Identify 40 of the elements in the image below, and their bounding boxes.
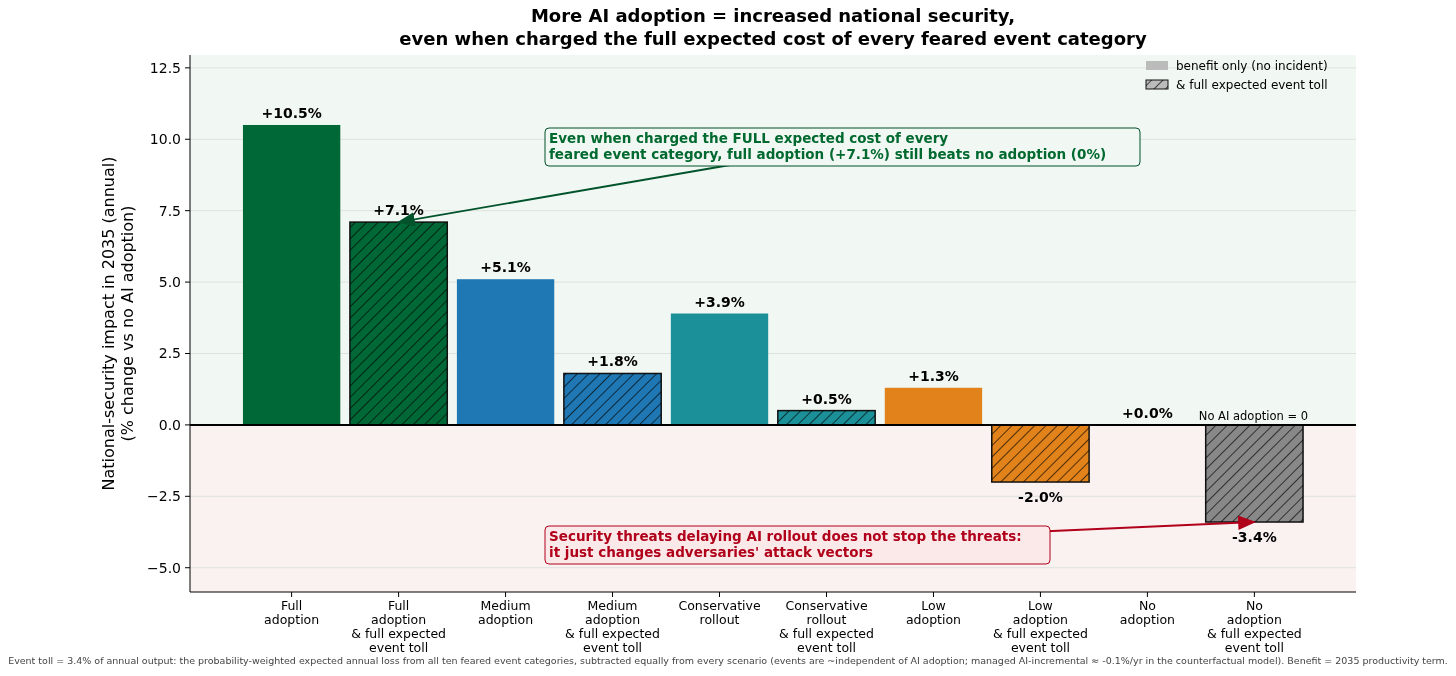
x-tick-label: No adoption xyxy=(1119,598,1175,627)
bar xyxy=(456,279,555,425)
y-tick-label: 2.5 xyxy=(158,345,181,362)
x-tick-label: Full adoption xyxy=(264,598,320,627)
data-label: +7.1% xyxy=(373,202,424,219)
x-tick-label: Conservative rollout xyxy=(678,598,761,627)
y-tick-label: 10.0 xyxy=(149,131,181,148)
bar xyxy=(884,387,983,425)
x-tick-label: No adoption & full expected event toll xyxy=(1206,598,1302,655)
x-tick-label: Medium adoption & full expected event toll xyxy=(565,598,660,655)
data-label: +10.5% xyxy=(261,104,322,121)
text: Event toll = 3.4% of annual output: the probability-weighted expected annual loss from all ten feared event categories, subtracted equally from every scenario (events are ~independent of AI adoption; managed AI-incremental ≈ -0.1%/yr in the counterfactual model). Benefit = 2035 productivity term. xyxy=(8,655,1448,666)
x-tick-label: Medium adoption xyxy=(478,598,534,627)
bar xyxy=(242,124,341,425)
y-tick-label: 12.5 xyxy=(149,59,181,76)
x-tick-label: Low adoption xyxy=(905,598,962,627)
ref-line-label: No AI adoption = 0 xyxy=(1198,408,1308,423)
data-label: +3.9% xyxy=(694,293,745,310)
data-label: +0.5% xyxy=(801,390,852,407)
data-label: +1.8% xyxy=(587,353,638,370)
chart-title: More AI adoption = increased national security, even when charged the full expected cost of every feared event category xyxy=(399,5,1147,49)
y-tick-label: 7.5 xyxy=(158,202,181,219)
data-label: +0.0% xyxy=(1122,404,1173,421)
bar xyxy=(670,313,769,425)
x-tick-label: Low adoption & full expected event toll xyxy=(993,598,1088,655)
x-tick-label: Full adoption & full expected event toll xyxy=(351,598,447,655)
annotation: Security threats delaying AI rollout does not stop the threats: it just changes adversaries' attack vectors xyxy=(549,528,1022,560)
x-tick-label: Conservative rollout & full expected event toll xyxy=(779,598,874,655)
y-tick-label: 5.0 xyxy=(158,273,181,290)
data-label: +1.3% xyxy=(908,367,959,384)
data-label: +5.1% xyxy=(480,259,531,276)
annotation: & full expected event toll xyxy=(1176,78,1328,92)
data-label: -3.4% xyxy=(1232,529,1277,546)
y-tick-label: −2.5 xyxy=(147,488,181,505)
y-tick-label: −5.0 xyxy=(147,559,181,576)
y-axis-title: National-security impact in 2035 (annual) (% change vs no AI adoption) xyxy=(99,156,137,491)
data-label: -2.0% xyxy=(1018,489,1063,506)
annotation: Even when charged the FULL expected cost of every feared event category, full adoption (+7.1%) still beats no adoption (0%) xyxy=(549,130,1107,162)
annotation: benefit only (no incident) xyxy=(1176,59,1328,73)
y-tick-label: 0.0 xyxy=(158,416,181,433)
